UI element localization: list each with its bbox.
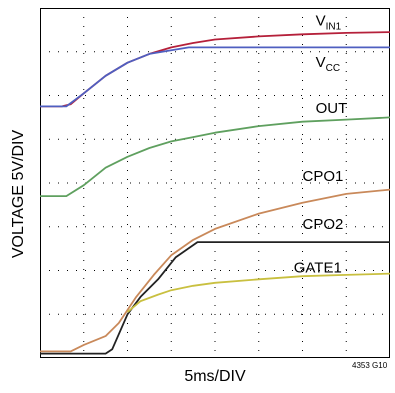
x-axis-label: 5ms/DIV	[184, 368, 246, 385]
trace-cpo1	[40, 188, 391, 353]
figure-id: 4353 G10	[352, 361, 388, 370]
trace-out	[40, 116, 391, 198]
trace-vcc	[40, 46, 390, 108]
trace-label-out: OUT	[316, 100, 348, 117]
trace-label-vin1: VIN1	[316, 13, 342, 33]
chart-svg: VIN1 VCC OUT CPO1 CPO2 GATE1	[40, 8, 391, 358]
label-layer: VIN1 VCC OUT CPO1 CPO2 GATE1	[294, 13, 348, 277]
trace-label-gate1: GATE1	[294, 260, 342, 277]
trace-cpo2	[40, 241, 390, 355]
trace-label-vcc: VCC	[316, 54, 340, 74]
y-axis-label: VOLTAGE 5V/DIV	[10, 129, 27, 259]
trace-label-cpo1: CPO1	[303, 168, 344, 185]
plot-area	[40, 8, 390, 358]
trace-label-cpo2: CPO2	[303, 216, 344, 233]
trace-layer	[40, 31, 391, 355]
trace-gate1	[126, 272, 391, 313]
